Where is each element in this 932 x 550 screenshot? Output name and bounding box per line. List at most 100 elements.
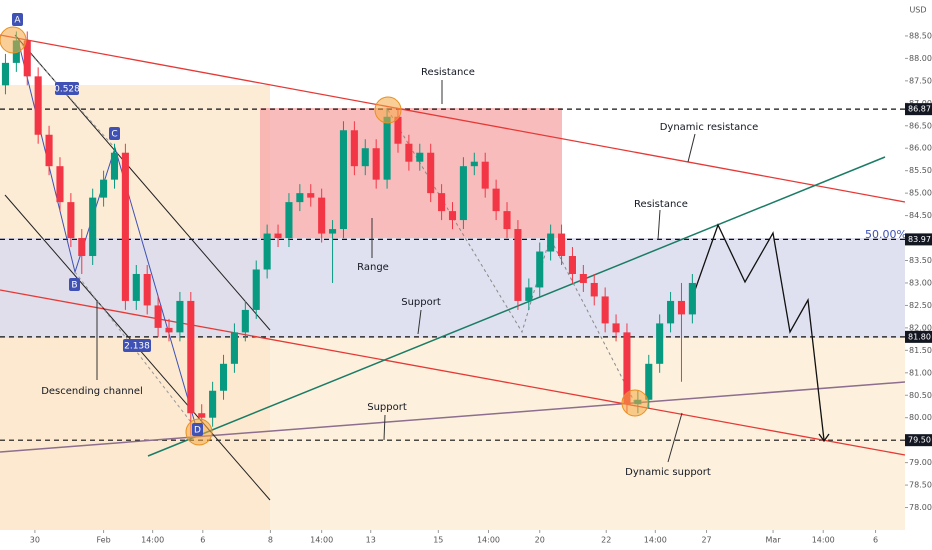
body [557,233,566,257]
body [143,273,151,306]
y-tick-label: 83.50 [909,256,932,265]
y-tick-label: 81.50 [909,346,932,355]
y-tick-label: 85.00 [909,189,932,198]
annotation: Support [367,402,407,413]
y-tick-label: 84.50 [909,211,932,220]
x-tick-label: 8 [268,536,273,545]
body [209,390,217,418]
pointer [667,412,683,463]
x-tick-label: 14:00 [477,536,500,545]
annotation: Support [401,297,441,308]
level-box [905,330,932,343]
x-tick-label: 6 [873,536,878,545]
y-tick-label: 87.50 [909,76,932,85]
level-lines [0,108,905,441]
body [405,143,413,162]
body [688,282,696,315]
x-tick-label: 14:00 [644,536,667,545]
x-tick-label: 22 [601,536,611,545]
body [383,116,391,180]
y-tick-label: 81.00 [909,368,932,377]
body [67,202,75,239]
projection [694,223,825,441]
body [590,282,598,297]
body [448,211,457,221]
body [318,197,326,234]
body [579,273,587,283]
body [154,305,162,328]
body [481,161,489,189]
dashed-path [387,109,636,404]
pointer [417,309,422,335]
annotation: Resistance [634,199,688,210]
body [350,130,358,167]
y-tick-label: 83.00 [909,278,932,287]
y-tick-label: 88.00 [909,54,932,63]
body [252,269,260,310]
trend-line [147,156,886,457]
annotation: Dynamic resistance [660,122,759,133]
ratio-label: 2.138 [124,342,150,352]
body [645,363,653,400]
x-tick-label: 27 [701,536,711,545]
body [176,300,184,333]
body [525,287,533,301]
y-tick-label: 78.00 [909,503,932,512]
highlight [374,96,402,124]
purple-line [0,381,906,453]
body [296,193,304,203]
body [110,152,119,180]
point-box [192,423,203,436]
body [263,233,271,270]
x-tick-label: 14:00 [812,536,835,545]
highlights [0,26,649,446]
body [241,309,249,333]
level-box [905,434,932,447]
body [503,211,511,230]
body [547,233,555,252]
body [78,238,86,257]
resistance-line [0,34,906,203]
body [361,148,369,167]
pointer [657,209,661,241]
point-label: B [71,281,77,291]
support-line [0,289,906,456]
body [623,332,631,405]
body [198,413,206,418]
body [536,251,544,288]
labels: Resistance Dynamic resistance Resistance… [12,13,907,478]
level-label: 81.80 [908,332,931,341]
point-box [69,278,80,291]
y-tick-label: 80.00 [909,413,932,422]
y-tick-label: 85.50 [909,166,932,175]
body [187,300,195,414]
highlight [0,26,27,54]
level-label: 79.50 [908,436,931,445]
annotation: Descending channel [41,386,143,397]
ratio-box [123,339,151,352]
body [121,152,129,301]
body [34,76,42,135]
axes: 78.00 78.50 79.00 79.50 80.00 80.50 81.00 81.50… [30,31,932,545]
body [568,256,576,274]
price-axis [905,0,932,550]
x-tick-label: Mar [766,536,782,545]
body [165,327,173,333]
body [307,193,315,198]
body [470,161,478,167]
point-box [12,13,23,26]
y-tick-label: 82.50 [909,301,932,310]
body [601,296,609,324]
body [274,233,282,239]
x-tick-label: 13 [366,536,376,545]
y-tick-label: 86.00 [909,144,932,153]
level-box [905,103,932,116]
level-label: 86.87 [908,105,931,114]
point-box [109,127,120,140]
range-zone [260,108,562,238]
body [514,229,522,301]
time-axis [0,530,905,550]
point-label: C [111,130,117,140]
y-tick-label: 79.00 [909,458,932,467]
